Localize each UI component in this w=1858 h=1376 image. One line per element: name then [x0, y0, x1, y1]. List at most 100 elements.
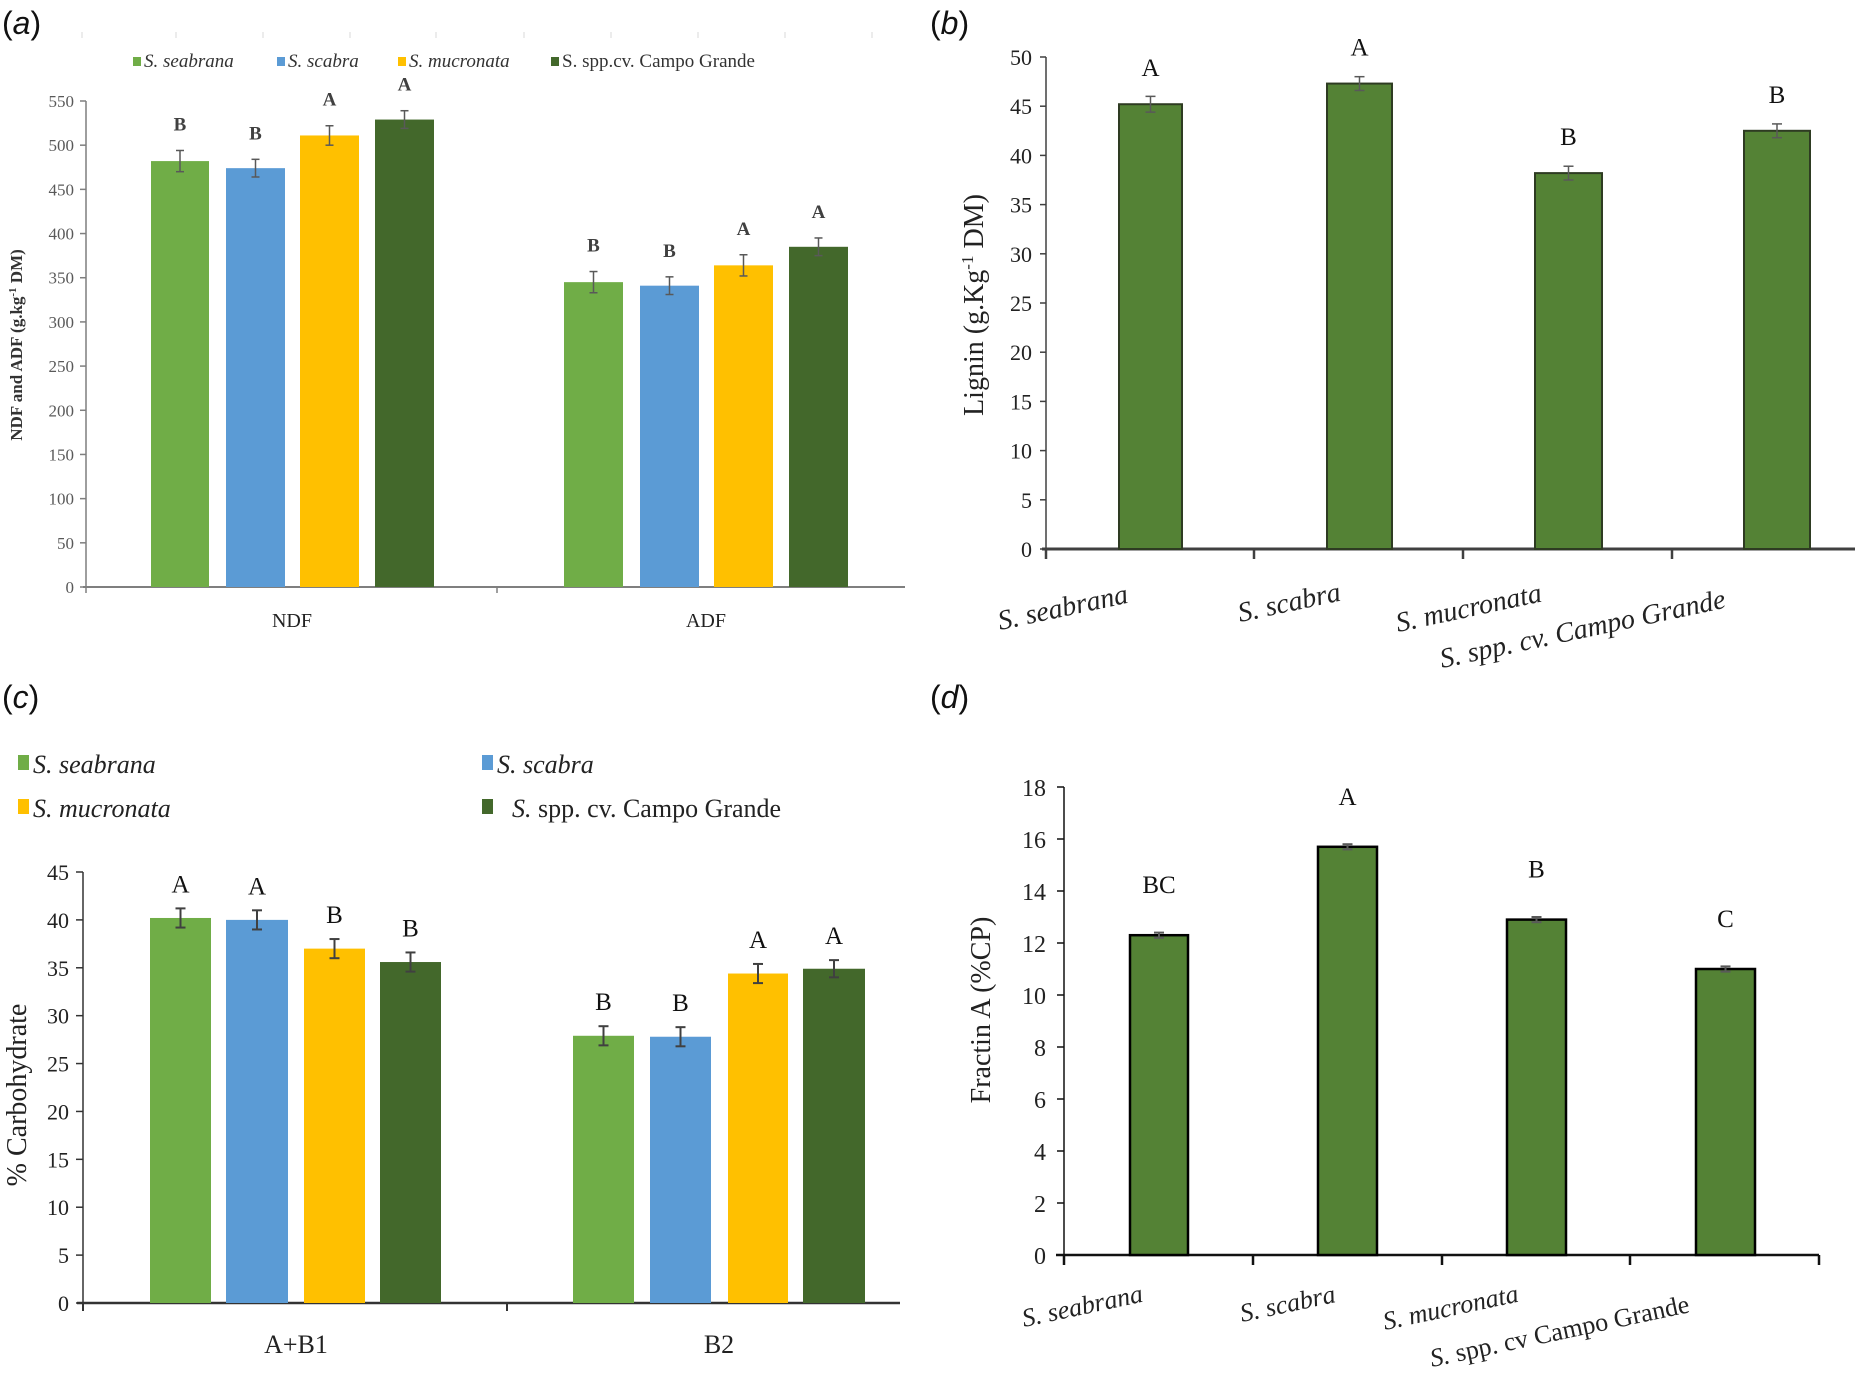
significance-letter: B — [174, 114, 187, 135]
bar — [728, 973, 788, 1303]
error-bar — [1720, 965, 1731, 973]
y-tick-label: 40 — [47, 908, 69, 933]
x-category-label: S. scabra — [1237, 1279, 1338, 1327]
legend-swatch — [18, 755, 29, 770]
y-tick-label: 18 — [1022, 776, 1046, 802]
bar — [1316, 845, 1379, 1257]
y-tick-label: 400 — [49, 225, 75, 244]
chart-c: S. seabrana S. scabra S. mucronata S. spp. … — [2, 750, 900, 1359]
panel-b-label: (b) — [930, 5, 969, 41]
error-bar — [753, 962, 763, 985]
significance-letter: A — [749, 927, 767, 954]
y-tick-label: 30 — [47, 1004, 69, 1029]
y-tick-label: 2 — [1034, 1192, 1046, 1218]
error-bar — [251, 158, 260, 178]
significance-letter: A — [1338, 784, 1356, 811]
y-tick-label: 450 — [49, 180, 75, 199]
y-tick-label: 10 — [1010, 439, 1032, 464]
y-tick-label: 5 — [58, 1243, 69, 1268]
bar — [375, 119, 434, 587]
y-tick-label: 350 — [49, 269, 75, 288]
legend-a: S. seabrana S. scabra S. mucronata S. spp.c… — [133, 51, 755, 72]
y-tick-label: 500 — [49, 136, 75, 155]
y-tick-label: 35 — [47, 956, 69, 981]
error-bar — [739, 254, 748, 277]
bar — [1505, 918, 1568, 1257]
significance-letter: B — [1528, 857, 1545, 884]
bar — [803, 968, 865, 1303]
error-bar — [675, 1026, 686, 1048]
error-bar — [1772, 123, 1782, 139]
error-bar — [665, 276, 674, 296]
y-tick-label: 4 — [1034, 1140, 1046, 1166]
bar — [150, 917, 211, 1303]
y-tick-label: 10 — [1022, 984, 1046, 1010]
significance-letter: B — [1769, 82, 1786, 109]
significance-letter: B — [326, 902, 343, 929]
bar — [1118, 103, 1183, 551]
error-bar — [400, 109, 409, 130]
y-tick-label: 25 — [1010, 291, 1032, 316]
legend-swatch — [398, 57, 406, 66]
legend-item: S. seabrana — [144, 51, 234, 72]
y-tick-label: 25 — [47, 1052, 69, 1077]
legend-c: S. seabrana S. scabra S. mucronata S. spp. … — [18, 750, 781, 823]
error-bar — [405, 951, 416, 973]
error-bar — [1563, 165, 1574, 181]
significance-letter: B — [1560, 124, 1577, 151]
bar — [789, 246, 848, 588]
legend-swatch — [133, 57, 141, 66]
bar — [226, 919, 288, 1303]
x-category-label: B2 — [704, 1330, 734, 1359]
significance-letter: BC — [1142, 872, 1175, 899]
legend-swatch — [482, 755, 493, 770]
legend-swatch — [18, 799, 29, 814]
bar — [226, 168, 285, 587]
significance-letter: A — [1350, 35, 1368, 62]
x-category-label: ADF — [686, 610, 726, 632]
legend-swatch — [277, 57, 285, 66]
y-tick-label: 10 — [47, 1195, 69, 1220]
error-bar — [176, 149, 184, 173]
y-axis-label: Fractin A (%CP) — [966, 917, 997, 1104]
bar — [1743, 129, 1811, 551]
bar — [564, 282, 623, 587]
significance-letter: A — [171, 871, 189, 898]
error-bar — [1145, 95, 1156, 113]
panel-a-letter: a — [13, 5, 31, 41]
y-axis-label: Lignin (g.Kg-1 DM) — [958, 194, 990, 416]
y-tick-label: 20 — [47, 1099, 69, 1124]
significance-letter: B — [587, 236, 600, 257]
bar — [380, 962, 441, 1303]
error-bar — [1154, 931, 1164, 939]
x-category-label: S. seabrana — [1019, 1279, 1145, 1333]
y-tick-label: 20 — [1010, 340, 1032, 365]
y-tick-label: 40 — [1010, 143, 1032, 168]
y-tick-label: 150 — [49, 445, 75, 464]
error-bar — [589, 270, 598, 294]
legend-item: S. scabra — [497, 750, 594, 779]
error-bar — [598, 1025, 609, 1047]
y-tick-label: 50 — [1010, 45, 1032, 70]
significance-letter: B — [595, 989, 612, 1016]
error-bar — [829, 959, 839, 979]
bar — [1534, 172, 1603, 550]
legend-item: S. scabra — [288, 51, 359, 72]
significance-letter: C — [1717, 906, 1734, 933]
significance-letter: A — [825, 923, 843, 950]
legend-swatch — [551, 57, 559, 66]
error-bar — [325, 124, 334, 146]
significance-letter: A — [1141, 55, 1159, 82]
y-tick-label: 14 — [1022, 880, 1046, 906]
y-tick-label: 0 — [1021, 537, 1032, 562]
bar — [151, 161, 209, 587]
y-tick-label: 100 — [49, 490, 75, 509]
bar — [640, 285, 699, 587]
significance-letter: A — [323, 90, 337, 111]
y-tick-label: 12 — [1022, 932, 1046, 958]
y-tick-label: 8 — [1034, 1036, 1046, 1062]
error-bar — [329, 938, 340, 960]
panel-b-letter: b — [941, 5, 959, 41]
y-tick-label: 15 — [1010, 389, 1032, 414]
significance-letter: B — [663, 241, 676, 262]
